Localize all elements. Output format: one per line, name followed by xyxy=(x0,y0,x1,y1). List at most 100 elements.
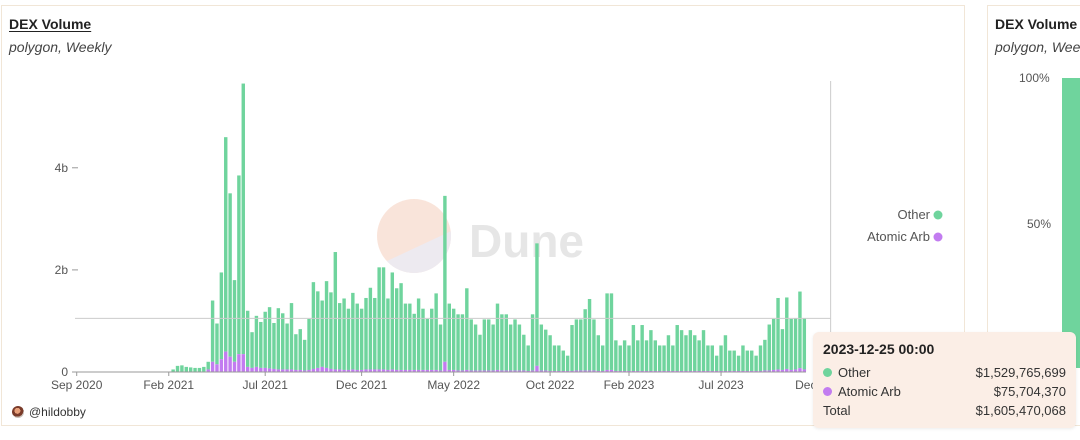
bar-atomic-arb[interactable] xyxy=(600,370,605,372)
bar-other[interactable] xyxy=(263,311,267,368)
bar-other[interactable] xyxy=(495,303,500,370)
bar-other[interactable] xyxy=(570,325,574,371)
bar-other[interactable] xyxy=(710,345,714,371)
bar-other[interactable] xyxy=(793,318,798,370)
bar-other[interactable] xyxy=(241,83,245,355)
bar-other[interactable] xyxy=(394,288,399,370)
bar-other[interactable] xyxy=(487,319,491,371)
bar-other[interactable] xyxy=(175,365,180,372)
bar-atomic-arb[interactable] xyxy=(228,356,232,372)
bar-other[interactable] xyxy=(565,355,570,371)
bar-atomic-arb[interactable] xyxy=(706,370,710,372)
bar-atomic-arb[interactable] xyxy=(355,369,359,372)
bar-atomic-arb[interactable] xyxy=(767,370,771,372)
bar-atomic-arb[interactable] xyxy=(438,370,443,372)
bar-other[interactable] xyxy=(337,303,342,370)
bar-atomic-arb[interactable] xyxy=(758,370,763,372)
bar-other[interactable] xyxy=(228,193,232,357)
bar-other[interactable] xyxy=(548,335,552,371)
bar-other[interactable] xyxy=(180,365,184,372)
bar-atomic-arb[interactable] xyxy=(754,370,758,372)
bar-atomic-arb[interactable] xyxy=(324,367,329,372)
chart-svg[interactable]: Dune 0 2b 4b Sep 2020 Feb 2021 Jul 2021 Dec 2… xyxy=(2,6,966,427)
bar-atomic-arb[interactable] xyxy=(644,370,649,372)
bar-other[interactable] xyxy=(491,324,495,371)
bar-atomic-arb[interactable] xyxy=(631,370,636,372)
bar-atomic-arb[interactable] xyxy=(469,370,473,372)
bar-other[interactable] xyxy=(557,345,561,371)
bar-other[interactable] xyxy=(206,361,210,370)
bar-atomic-arb[interactable] xyxy=(679,370,684,372)
bar-atomic-arb[interactable] xyxy=(802,369,807,372)
bar-atomic-arb[interactable] xyxy=(311,368,316,372)
bar-atomic-arb[interactable] xyxy=(219,359,224,372)
bar-atomic-arb[interactable] xyxy=(394,369,399,372)
bar-atomic-arb[interactable] xyxy=(697,370,701,372)
bar-atomic-arb[interactable] xyxy=(675,370,679,372)
bar-other[interactable] xyxy=(539,324,544,371)
bar-atomic-arb[interactable] xyxy=(465,369,469,372)
bar-atomic-arb[interactable] xyxy=(574,370,579,372)
bar-atomic-arb[interactable] xyxy=(482,370,487,372)
bar-other[interactable] xyxy=(237,175,241,355)
bar-atomic-arb[interactable] xyxy=(491,370,495,372)
bar-other[interactable] xyxy=(403,303,408,370)
bar-atomic-arb[interactable] xyxy=(653,370,658,372)
bar-atomic-arb[interactable] xyxy=(780,369,785,372)
bar-other[interactable] xyxy=(592,319,596,371)
bar-other[interactable] xyxy=(259,321,263,368)
bar-atomic-arb[interactable] xyxy=(583,370,587,372)
bar-atomic-arb[interactable] xyxy=(636,370,640,372)
bar-atomic-arb[interactable] xyxy=(307,369,311,372)
bar-atomic-arb[interactable] xyxy=(701,370,706,372)
bar-atomic-arb[interactable] xyxy=(522,370,526,372)
bar-other[interactable] xyxy=(469,319,473,371)
bar-atomic-arb[interactable] xyxy=(495,369,500,372)
bar-other[interactable] xyxy=(526,345,530,371)
bar-atomic-arb[interactable] xyxy=(430,369,434,372)
bar-other[interactable] xyxy=(745,350,750,371)
bar-atomic-arb[interactable] xyxy=(377,369,381,372)
bar-other[interactable] xyxy=(530,314,535,371)
bar-other[interactable] xyxy=(451,308,456,370)
bar-other[interactable] xyxy=(430,308,434,370)
bar-atomic-arb[interactable] xyxy=(281,369,285,372)
bar-atomic-arb[interactable] xyxy=(565,370,570,372)
bar-other[interactable] xyxy=(504,314,508,371)
bar-atomic-arb[interactable] xyxy=(487,370,491,372)
bar-other[interactable] xyxy=(583,309,587,371)
bar-other[interactable] xyxy=(662,345,666,371)
bar-atomic-arb[interactable] xyxy=(763,370,767,372)
bar-atomic-arb[interactable] xyxy=(302,370,307,372)
bar-other[interactable] xyxy=(535,243,539,366)
bar-atomic-arb[interactable] xyxy=(329,368,333,372)
bar-atomic-arb[interactable] xyxy=(386,369,390,372)
bar-atomic-arb[interactable] xyxy=(741,370,745,372)
bar-other[interactable] xyxy=(544,329,548,371)
bar-atomic-arb[interactable] xyxy=(789,369,793,372)
bar-other[interactable] xyxy=(245,310,250,367)
bar-other[interactable] xyxy=(618,345,622,371)
bar-other[interactable] xyxy=(636,340,640,371)
bar-atomic-arb[interactable] xyxy=(381,369,386,372)
bar-other[interactable] xyxy=(579,319,583,371)
bar-other[interactable] xyxy=(600,345,605,371)
bar-atomic-arb[interactable] xyxy=(666,370,671,372)
bar-atomic-arb[interactable] xyxy=(245,366,250,372)
bar-atomic-arb[interactable] xyxy=(614,370,618,372)
bar-atomic-arb[interactable] xyxy=(785,368,789,372)
bar-other[interactable] xyxy=(307,318,311,370)
bar-other[interactable] xyxy=(311,282,316,369)
bar-other[interactable] xyxy=(754,355,758,371)
bar-atomic-arb[interactable] xyxy=(592,370,596,372)
bar-other[interactable] xyxy=(355,303,359,370)
bar-other[interactable] xyxy=(688,330,693,371)
bar-other[interactable] xyxy=(622,340,627,371)
bar-other[interactable] xyxy=(210,300,215,362)
bar-other[interactable] xyxy=(561,350,565,371)
bar-other[interactable] xyxy=(254,315,259,367)
bar-other[interactable] xyxy=(574,319,579,371)
bar-other[interactable] xyxy=(438,324,443,371)
bar-other[interactable] xyxy=(684,335,688,371)
bar-atomic-arb[interactable] xyxy=(798,368,802,372)
